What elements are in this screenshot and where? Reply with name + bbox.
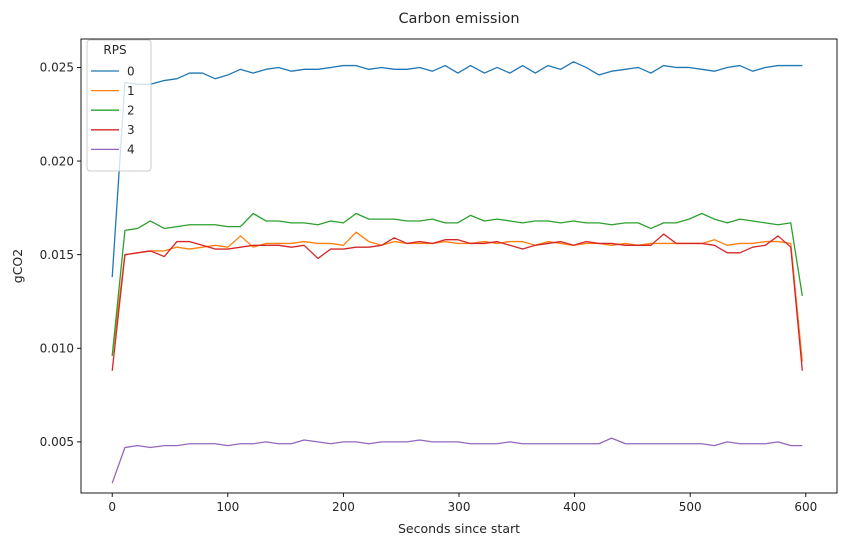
y-tick-label: 0.025 (40, 61, 74, 75)
legend-label-1: 1 (127, 84, 135, 98)
y-tick-label: 0.005 (40, 435, 74, 449)
series-line-4 (111, 437, 803, 484)
legend-title: RPS (103, 43, 126, 57)
y-tick-label: 0.015 (40, 248, 74, 262)
legend-label-0: 0 (127, 64, 135, 78)
y-axis: 0.005 0.010 0.015 0.020 0.025 (40, 61, 81, 449)
y-axis-label: gCO2 (10, 249, 25, 283)
x-tick-label: 0 (108, 500, 116, 514)
x-axis: 0 100 200 300 400 500 600 (108, 493, 817, 514)
series-line-1 (111, 231, 803, 362)
legend-label-3: 3 (127, 123, 135, 137)
series-line-2 (111, 212, 803, 356)
chart-title: Carbon emission (398, 11, 519, 27)
x-tick-label: 200 (332, 500, 355, 514)
legend-label-4: 4 (127, 143, 135, 157)
y-tick-label: 0.010 (40, 341, 74, 355)
series-line-0 (111, 61, 803, 278)
x-tick-label: 400 (563, 500, 586, 514)
legend-box (86, 39, 152, 172)
series-line-3 (111, 233, 803, 371)
y-tick-label: 0.020 (40, 154, 74, 168)
legend-label-2: 2 (127, 104, 135, 118)
plot-frame (80, 38, 838, 494)
x-tick-label: 300 (448, 500, 471, 514)
x-tick-label: 600 (794, 500, 817, 514)
plot-area (80, 38, 838, 494)
x-tick-label: 100 (216, 500, 239, 514)
x-axis-label: Seconds since start (398, 521, 520, 536)
x-tick-label: 500 (679, 500, 702, 514)
